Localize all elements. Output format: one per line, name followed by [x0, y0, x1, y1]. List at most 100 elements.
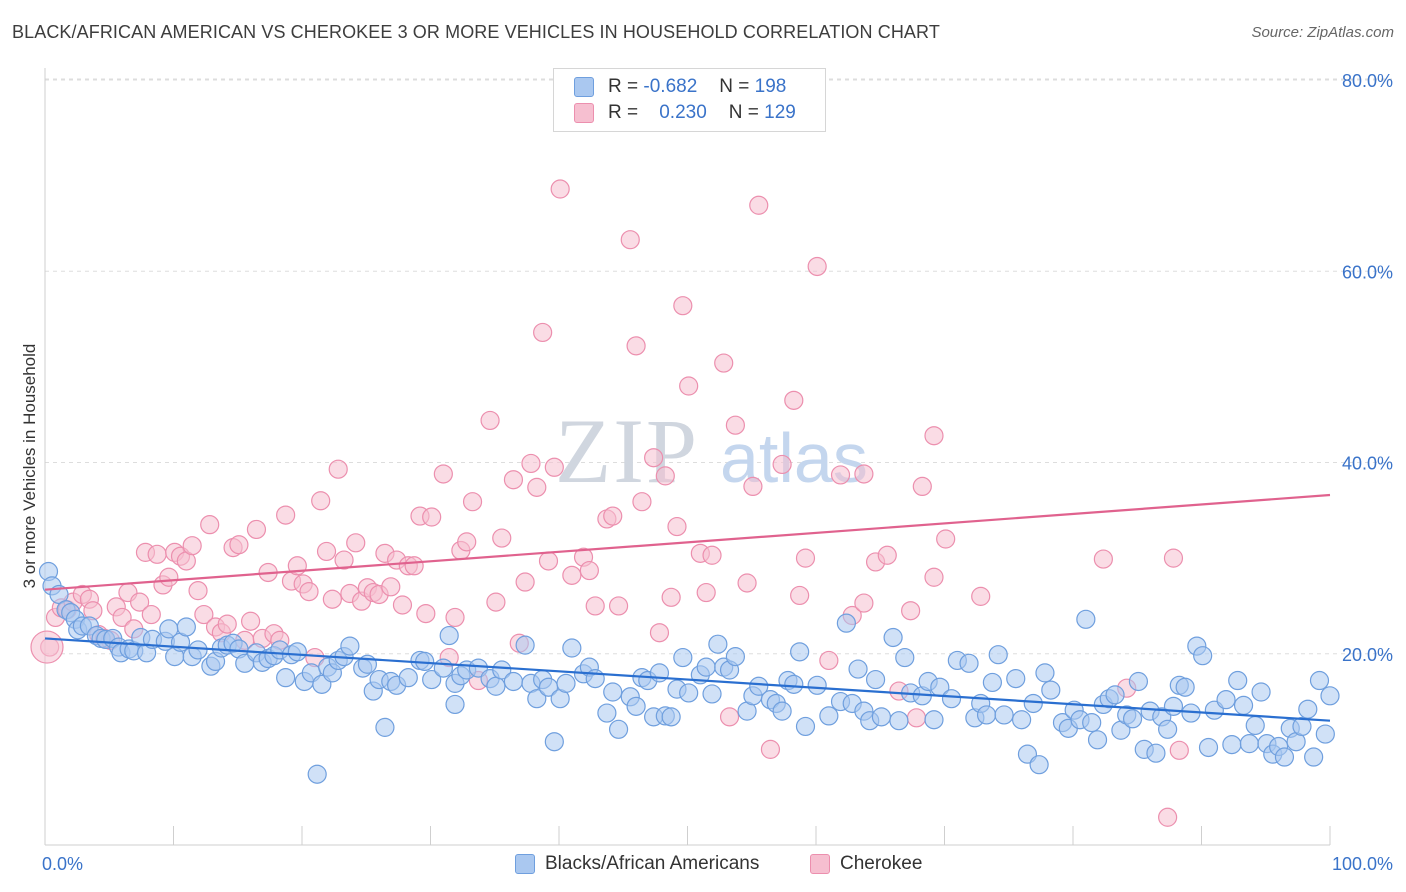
data-point: [988, 645, 1008, 665]
data-point: [819, 706, 839, 726]
data-point: [725, 415, 745, 435]
data-point: [772, 701, 792, 721]
legend-row-blacks: R = -0.682 N = 198: [574, 75, 786, 99]
data-point: [901, 601, 921, 621]
data-point: [936, 529, 956, 549]
data-point: [287, 642, 307, 662]
data-point: [1198, 737, 1219, 758]
watermark-zip: ZIP: [555, 400, 699, 502]
data-point: [141, 604, 161, 625]
data-point: [620, 230, 640, 250]
data-point: [1309, 670, 1330, 691]
data-point: [994, 705, 1014, 725]
data-point: [790, 585, 810, 606]
watermark: ZIP atlas: [555, 400, 868, 502]
bottom-legend-label: Blacks/African Americans: [545, 853, 760, 874]
data-point: [737, 573, 757, 593]
data-point: [159, 567, 179, 587]
data-point: [515, 572, 535, 592]
data-point: [848, 659, 868, 679]
legend-r-value: 0.230: [659, 102, 707, 123]
data-point: [307, 764, 327, 784]
data-point: [819, 650, 839, 671]
data-point: [1087, 730, 1108, 750]
data-point: [340, 636, 360, 656]
data-point: [784, 390, 804, 410]
data-point: [906, 708, 927, 728]
trend-line-blacks: [44, 637, 1331, 722]
data-point: [743, 476, 763, 497]
legend-swatch-pink: [574, 103, 594, 123]
data-point: [1128, 671, 1149, 692]
data-point: [626, 336, 646, 356]
data-point: [486, 676, 506, 696]
data-point: [871, 707, 892, 727]
x-tick-label: 0.0%: [42, 854, 83, 874]
data-point: [912, 476, 932, 497]
data-point: [392, 595, 413, 615]
data-point: [725, 647, 745, 667]
data-point: [679, 376, 699, 396]
data-point: [1076, 609, 1096, 629]
data-point: [1233, 695, 1254, 715]
data-point: [667, 516, 687, 537]
legend-r-label: R =: [608, 102, 639, 123]
data-point: [1228, 670, 1248, 691]
data-point: [1082, 712, 1102, 733]
data-point: [457, 532, 477, 552]
data-point: [1239, 734, 1259, 754]
data-point: [422, 507, 442, 527]
data-point: [527, 477, 547, 497]
data-point: [503, 671, 524, 692]
data-point: [562, 565, 582, 585]
chart-title: BLACK/AFRICAN AMERICAN VS CHEROKEE 3 OR …: [12, 22, 940, 42]
data-point: [889, 711, 909, 731]
data-point: [486, 592, 506, 612]
bottom-legend-blacks: Blacks/African Americans: [515, 852, 759, 876]
data-point: [544, 457, 564, 477]
data-point: [1093, 549, 1113, 569]
data-point: [708, 634, 728, 654]
blacks-points: [38, 561, 1340, 784]
source-credit: Source: ZipAtlas.com: [1251, 24, 1394, 41]
data-point: [579, 560, 599, 581]
data-point: [1292, 716, 1312, 737]
y-tick-label: 80.0%: [1342, 71, 1393, 91]
data-point: [322, 589, 342, 609]
data-point: [603, 682, 623, 702]
data-point: [1251, 682, 1271, 702]
data-point: [381, 577, 401, 597]
data-point: [795, 548, 816, 568]
data-point: [130, 592, 150, 612]
y-tick-labels: 20.0% 40.0% 60.0% 80.0%: [1342, 71, 1393, 665]
y-axis-label: 3 or more Vehicles in Household: [20, 343, 39, 589]
x-tick-labels: 0.0% 100.0%: [42, 854, 1393, 874]
data-point: [959, 653, 979, 673]
data-point: [556, 673, 576, 693]
data-point: [1163, 696, 1184, 716]
data-point: [1122, 709, 1143, 729]
data-point: [445, 694, 465, 715]
data-point: [182, 536, 202, 556]
data-point: [608, 596, 629, 616]
data-point: [976, 705, 997, 725]
data-point: [299, 581, 319, 602]
correlation-legend: R = -0.682 N = 198 R = 0.230 N = 129: [553, 68, 826, 132]
data-point: [971, 586, 991, 606]
data-point: [1146, 743, 1166, 763]
data-point: [1006, 669, 1026, 689]
legend-n-value: 198: [754, 76, 787, 97]
data-point: [246, 519, 267, 540]
data-point-large: [30, 630, 64, 664]
data-point: [1158, 807, 1178, 827]
data-point: [807, 675, 827, 695]
data-point: [1105, 685, 1125, 705]
data-point: [719, 707, 740, 727]
data-point: [830, 465, 851, 485]
x-tick-label: 100.0%: [1332, 854, 1393, 874]
data-point: [626, 696, 646, 716]
data-point: [836, 613, 856, 633]
data-point: [422, 669, 442, 690]
data-point: [1175, 677, 1195, 697]
data-point: [1041, 680, 1061, 700]
